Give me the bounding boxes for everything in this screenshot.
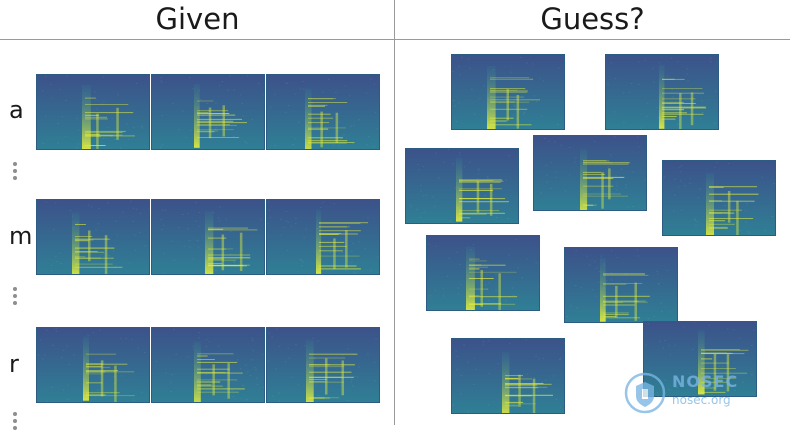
guess-spectrogram-5 [662,160,776,236]
given-spectrogram-m-1 [36,199,150,275]
guess-spectrogram-6 [426,235,540,311]
row-label-m: m [9,222,33,250]
given-spectrogram-r-1 [36,327,150,403]
logo-name: NOSEC [672,372,739,391]
guess-spectrogram-2 [605,54,719,130]
ellipsis-dots [12,412,18,433]
given-spectrogram-r-2 [151,327,265,403]
given-title: Given [155,2,240,36]
given-spectrogram-a-2 [151,74,265,150]
ellipsis-dots [12,287,18,308]
guess-spectrogram-9 [451,338,565,414]
guess-spectrogram-3 [405,148,519,224]
row-label-a: a [9,96,24,124]
given-spectrogram-a-1 [36,74,150,150]
given-spectrogram-m-3 [266,199,380,275]
given-spectrogram-a-3 [266,74,380,150]
row-label-r: r [9,350,19,378]
nosec-watermark: NOSEC nosec.org [624,372,764,416]
header-divider [0,39,790,40]
shield-logo-icon [624,372,666,414]
guess-spectrogram-1 [451,54,565,130]
column-divider [394,0,395,425]
guess-spectrogram-7 [564,247,678,323]
ellipsis-dots [12,162,18,183]
given-spectrogram-m-2 [151,199,265,275]
guess-title: Guess? [540,2,645,36]
logo-site: nosec.org [672,393,731,407]
given-spectrogram-r-3 [266,327,380,403]
guess-spectrogram-4 [533,135,647,211]
